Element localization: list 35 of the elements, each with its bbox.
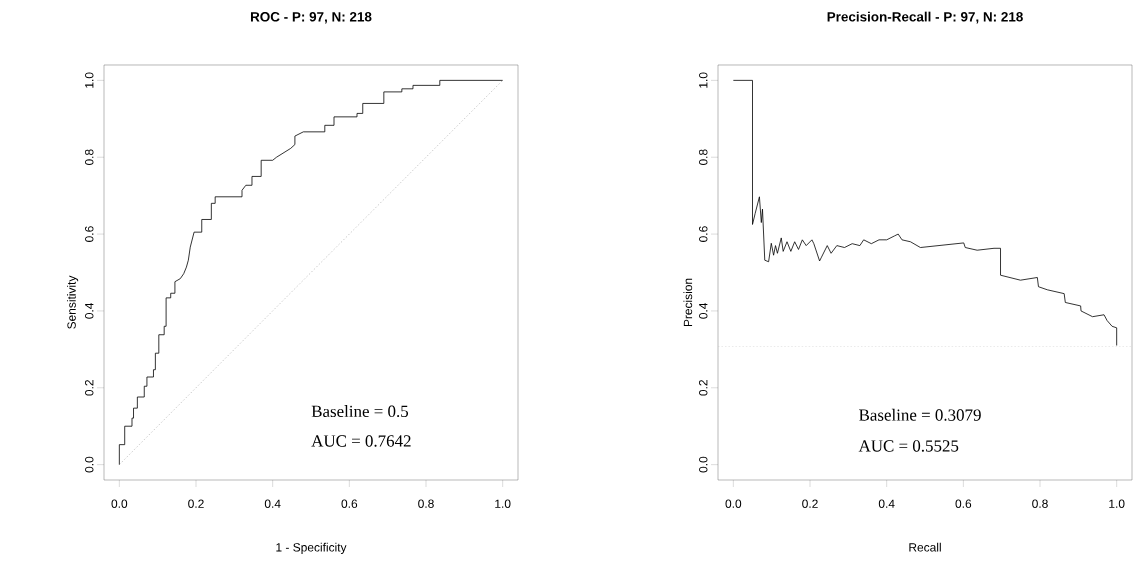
line-series — [732, 79, 1118, 346]
y-tick-label: 0.2 — [699, 380, 708, 396]
y-tick-label: 0.4 — [85, 302, 94, 319]
y-tick-label: 1.0 — [699, 72, 708, 88]
y-tick-label: 0.8 — [85, 149, 94, 166]
x-tick-label: 0.0 — [725, 499, 742, 508]
x-tick-label: 0.6 — [955, 499, 972, 508]
x-tick-label: 0.8 — [1032, 499, 1048, 508]
y-axis-title: Precision — [683, 278, 693, 327]
x-tick-label: 0.2 — [188, 499, 204, 508]
y-tick-label: 0.4 — [699, 302, 708, 319]
x-tick-label: 0.0 — [111, 499, 128, 508]
y-tick-label: 0.0 — [85, 456, 94, 473]
x-tick-label: 1.0 — [1109, 499, 1125, 508]
y-tick-label: 0.0 — [699, 456, 708, 473]
annotation: Baseline = 0.3079 — [859, 408, 981, 421]
x-tick-label: 0.2 — [802, 499, 818, 508]
annotation: AUC = 0.7642 — [311, 435, 411, 447]
x-tick-label: 1.0 — [495, 499, 511, 508]
x-tick-label: 0.8 — [418, 499, 434, 508]
y-tick-label: 1.0 — [85, 72, 94, 88]
y-tick-label: 0.8 — [699, 149, 708, 166]
annotation: AUC = 0.5525 — [858, 440, 959, 452]
annotation: Baseline = 0.5 — [311, 405, 409, 418]
y-tick-label: 0.2 — [85, 380, 94, 396]
x-tick-label: 0.6 — [341, 499, 358, 508]
y-tick-label: 0.6 — [85, 226, 94, 242]
x-axis-title: 1 - Specificity — [276, 542, 347, 554]
chart-title: Precision-Recall - P: 97, N: 218 — [827, 11, 1023, 24]
x-tick-label: 0.4 — [264, 499, 281, 508]
x-axis-title: Recall — [909, 542, 941, 552]
y-axis-title: Sensitivity — [67, 275, 79, 329]
y-tick-label: 0.6 — [699, 226, 708, 242]
chart-title: ROC - P: 97, N: 218 — [251, 12, 372, 24]
x-tick-label: 0.4 — [878, 499, 895, 508]
